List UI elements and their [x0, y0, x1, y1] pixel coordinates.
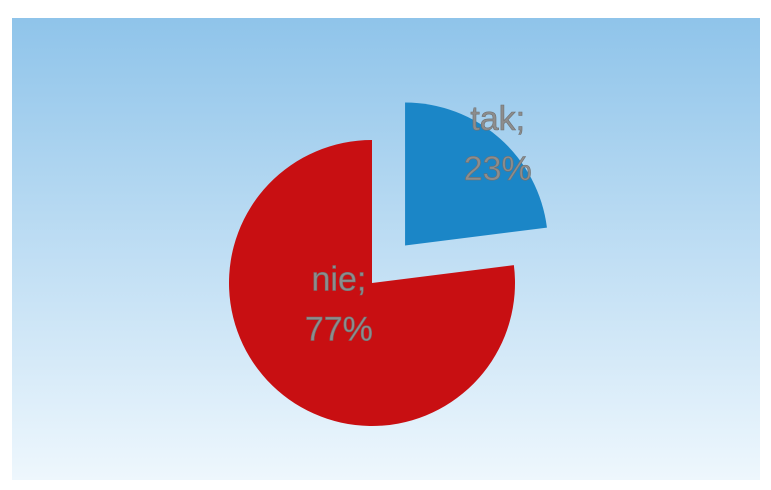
pie-label-percent: 23%	[464, 150, 532, 188]
pie-slice-tak	[405, 102, 547, 246]
pie-slices	[228, 102, 547, 426]
pie-label-tak: tak; 23%	[464, 100, 532, 188]
pie-chart: tak; 23% nie; 77%	[12, 18, 760, 480]
chart-frame: tak; 23% nie; 77%	[12, 18, 760, 480]
pie-label-name: tak;	[470, 100, 525, 138]
pie-label-percent: 77%	[305, 311, 373, 349]
pie-label-nie: nie; 77%	[305, 261, 373, 349]
pie-slice-nie	[228, 140, 515, 426]
pie-labels: tak; 23% nie; 77%	[305, 100, 533, 349]
pie-label-name: nie;	[311, 261, 366, 299]
